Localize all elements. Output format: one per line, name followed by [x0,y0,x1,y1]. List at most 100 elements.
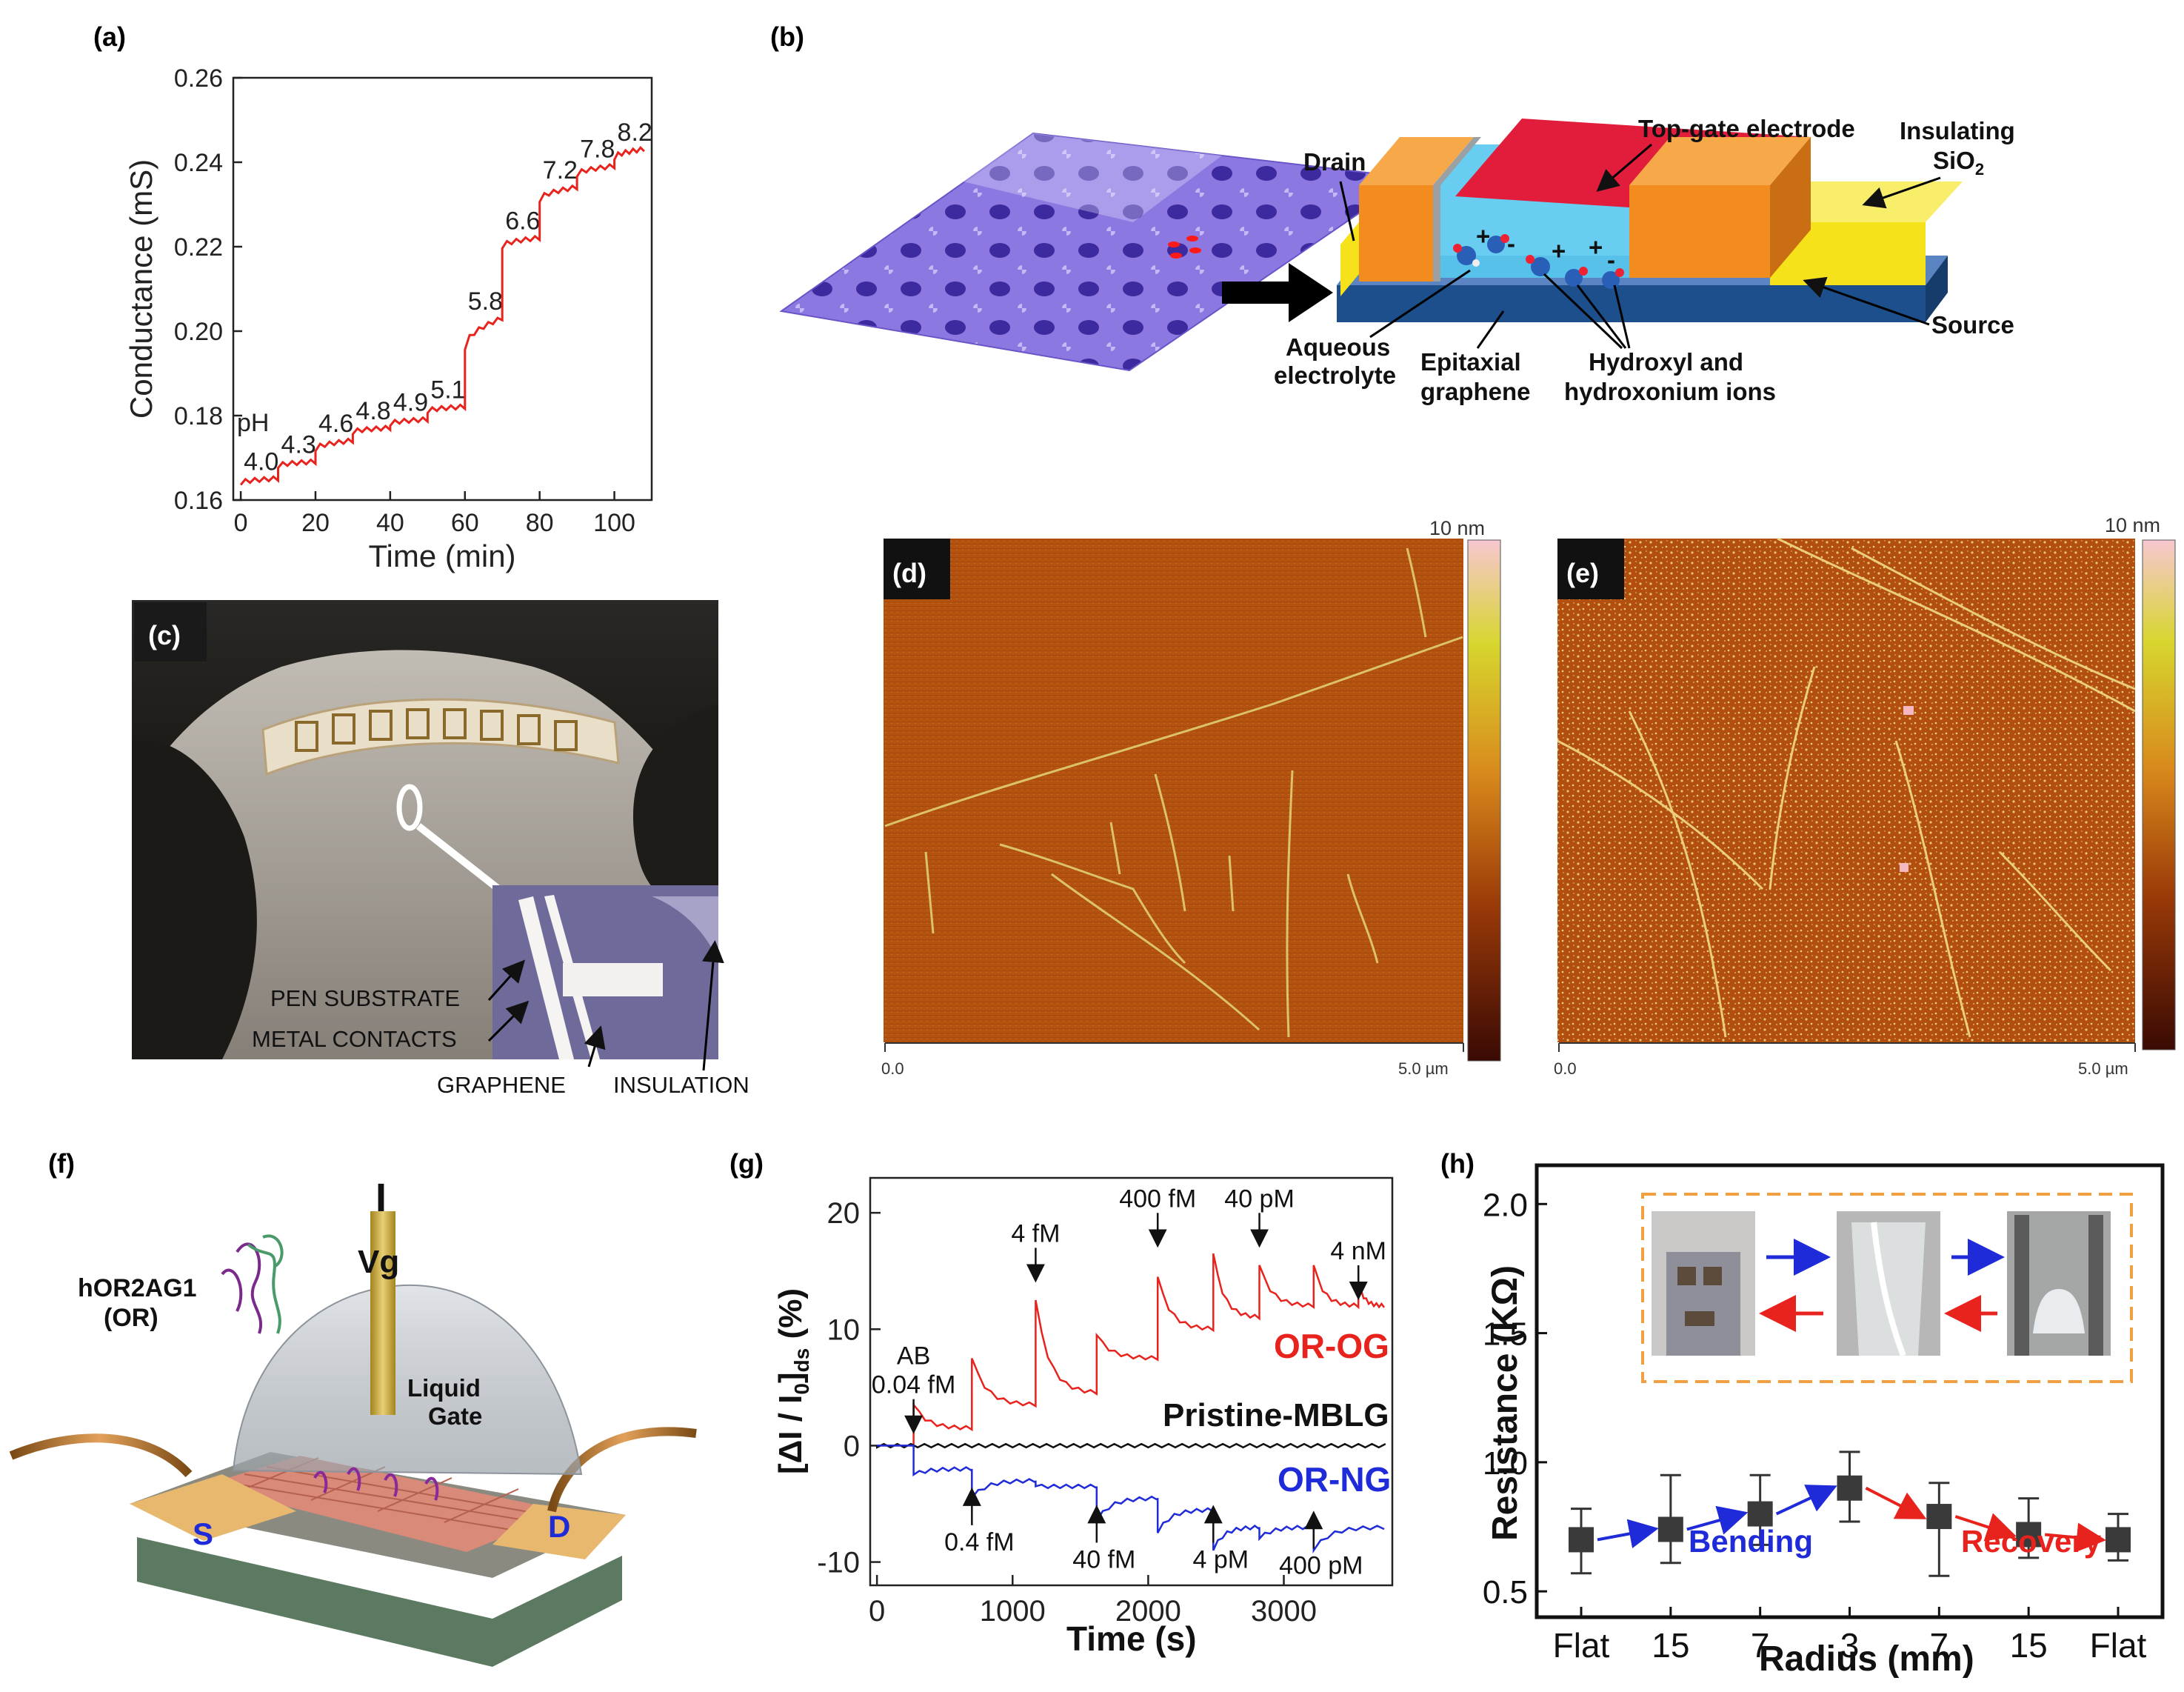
panel-b-orange-left-top [1359,137,1474,185]
panel-a-xtick-label: 40 [376,509,404,537]
panel-g-ytick-label: 20 [827,1197,861,1230]
panel-g-series-or-og: OR-OG [1274,1327,1389,1365]
panel-g-concentration-label: 0.04 fM [872,1371,955,1399]
panel-b-graphene-label: graphene [1420,378,1531,405]
panel-e-x-end: 5.0 µm [2078,1059,2128,1078]
panel-g-plot-frame [869,1176,1394,1587]
panel-g-ytick-label: 10 [827,1313,861,1346]
panel-g-concentration-label: 40 fM [1072,1545,1135,1573]
panel-g-xtick-label: 1000 [980,1595,1046,1628]
panel-b-afm-highlight [963,133,1222,222]
panel-c-graphene-leader [584,1025,606,1068]
panel-f-drain-label: D [548,1509,570,1544]
panel-a-label: (a) [93,21,126,52]
panel-g-xtick-label: 3000 [1251,1595,1317,1628]
panel-b-drain-label: Drain [1303,148,1366,176]
panel-f-source-label: S [193,1516,213,1551]
panel-h-ytick-label: 1.5 [1483,1316,1528,1353]
panel-a-plot-frame [232,76,653,502]
panel-b-epitaxial-label: Epitaxial [1420,348,1521,376]
panel-b-orange-right-front [1629,185,1770,278]
panel-b-substrate-side [1926,256,1948,322]
panel-h-xtick-label: 15 [2010,1626,2048,1665]
panel-h-xtick-label: 15 [1652,1626,1689,1665]
panel-d: (d) 10 nm 0.0 5.0 µm [881,517,1501,1078]
panel-c-insulation-label: INSULATION [613,1072,749,1098]
panel-b-topgate-leader [1596,143,1652,192]
panel-h-xlabel: Radius (mm) [1759,1639,1974,1679]
panel-c-pen-label: PEN SUBSTRATE [270,985,460,1011]
panel-g-concentration-label: 4 pM [1192,1545,1249,1573]
panel-h-data-point [2105,1527,2131,1553]
panel-e-particle-2 [1900,863,1909,872]
panel-a-xtick-label: 100 [593,509,635,537]
panel-b-label: (b) [770,21,804,52]
panel-e-label: (e) [1566,558,1599,588]
panel-a-ph-step-label: 5.8 [468,287,503,316]
panel-g-concentration-label: AB [897,1342,930,1370]
panel-b-electrolyte-label: electrolyte [1274,362,1396,389]
panel-b-orange-left-front [1359,185,1433,282]
panel-e-x-start: 0.0 [1554,1059,1577,1078]
panel-a-ylabel: Conductance (mS) [124,159,158,419]
svg-text:-: - [1607,246,1615,273]
panel-b-ion-leader-2 [1576,284,1627,349]
panel-g-concentration-label: 0.4 fM [944,1528,1014,1556]
panel-c: (c) PEN SUBSTRATE METAL CONTACTS GRAPHEN… [132,600,749,1098]
panel-c-pen-leader [487,959,526,1002]
panel-h-trend-arrow [1865,1486,1927,1519]
panel-b-source-leader [1803,276,1930,326]
panel-h-series [1569,1450,2131,1577]
panel-f-vg-label: Vg [358,1244,399,1280]
panel-a-ph-prefix: pH [237,409,269,437]
panel-a-xtick-label: 80 [526,509,554,537]
panel-c-inset-contact-a [518,896,574,1059]
panel-g-label: (g) [729,1148,764,1179]
panel-c-glove-right [632,704,718,919]
panel-c-zoom-circle [396,784,423,831]
panel-a-xlabel: Time (min) [368,539,515,573]
panel-c-flexible-device [261,698,620,776]
panel-b-yellow-source-front [1770,222,1926,285]
panel-c-label: (c) [148,620,181,650]
panel-a-ph-step-label: 4.6 [318,410,353,438]
panel-h-data-point [1569,1527,1594,1553]
panel-g-xtick-label: 2000 [1115,1595,1181,1628]
panel-b-ion-leader-1 [1543,273,1623,350]
panel-a-series: 4.04.34.6 4.8 4.9 5.1 5.8 6.67.27.88.2 [239,119,652,486]
panel-b-ions: + - + + - [1453,222,1624,289]
panel-g-trace-or-ng [877,1445,1385,1553]
panel-g-concentration-label: 40 pM [1224,1185,1295,1213]
panel-h-data-point [2016,1522,2042,1548]
panel-c-contact-pads [295,708,578,752]
panel-b-sio2-leader [1862,176,1941,209]
panel-b-topgate-label: Top-gate electrode [1638,115,1855,142]
panel-f-wire-left [9,1433,193,1478]
panel-c-inset-insulation [652,896,718,963]
panel-f-receptor-abbr: (OR) [104,1304,158,1332]
panel-g-trace-pristine [875,1442,1386,1449]
panel-h-inset-frame [1641,1193,2133,1383]
panel-d-afm-image [884,539,1463,1042]
panel-e-colorbar [2142,539,2176,1050]
panel-a-xtick-label: 0 [234,509,248,537]
panel-a-ph-step-label: 5.1 [430,376,465,404]
panel-a-ytick-label: 0.20 [174,318,223,346]
panel-f-gate-label: Gate [428,1402,482,1430]
panel-f-receptor-label: hOR2AG1 [78,1274,197,1302]
panel-a-ph-step-label: 6.6 [505,207,540,236]
panel-h-trend-arrow [2044,1522,2106,1553]
panel-h-bending-label: Bending [1689,1524,1813,1559]
panel-a-xtick-label: 60 [451,509,479,537]
panel-h-xtick-label: 7 [1930,1626,1949,1665]
panel-h-xtick-label: 7 [1751,1626,1770,1665]
panel-b-aqueous-label: Aqueous [1286,333,1390,361]
panel-h-ytick-label: 2.0 [1483,1187,1528,1223]
panel-f-liquid-label: Liquid [407,1374,481,1402]
panel-f-graphene [204,1456,567,1552]
panel-a-ytick-label: 0.18 [174,402,223,430]
panel-h-trend-arrow [1775,1485,1837,1516]
panel-a-ph-step-label: 4.0 [244,448,278,476]
panel-g-concentration-label: 400 pM [1279,1551,1363,1579]
